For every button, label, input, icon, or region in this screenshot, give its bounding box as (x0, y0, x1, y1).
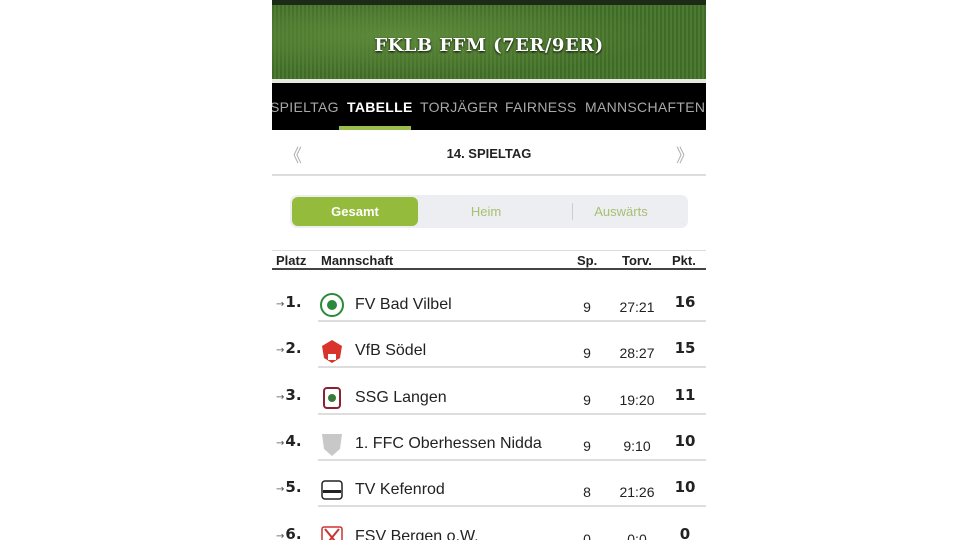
games-played: 9 (583, 437, 591, 454)
team-logo-icon (323, 386, 341, 409)
tab-bar: SPIELTAG TABELLE TORJÄGER FAIRNESS MANNS… (272, 83, 706, 130)
matchday-label: 14. SPIELTAG (446, 146, 532, 161)
position: →6. (276, 525, 302, 540)
points: 0 (679, 524, 691, 540)
league-title: FKLB FFM (7ER/9ER) (374, 35, 604, 56)
table-row[interactable]: →3. SSG Langen 9 19:20 11 (272, 369, 706, 415)
row-divider (318, 320, 706, 322)
header-mannschaft: Mannschaft (321, 253, 394, 268)
trend-arrow-icon: → (276, 484, 285, 496)
filter-gesamt[interactable]: Gesamt (292, 197, 418, 226)
goal-ratio: 21:26 (619, 484, 655, 501)
table-header: Platz Mannschaft Sp. Torv. Pkt. (272, 250, 706, 270)
team-name[interactable]: TV Kefenrod (355, 481, 445, 499)
goal-ratio: 19:20 (619, 391, 655, 408)
table-row[interactable]: →4. 1. FFC Oberhessen Nidda 9 9:10 10 (272, 415, 706, 461)
table-row[interactable]: →6. FSV Bergen o.W. 0 0:0 0 (272, 508, 706, 540)
tab-tabelle[interactable]: TABELLE (347, 99, 413, 115)
table-row[interactable]: →5. TV Kefenrod 8 21:26 10 (272, 461, 706, 508)
team-logo-icon (321, 525, 343, 540)
goal-ratio: 28:27 (619, 345, 655, 362)
goal-ratio: 0:0 (627, 530, 647, 540)
trend-arrow-icon: → (276, 530, 285, 540)
divider (572, 203, 573, 220)
points: 11 (674, 385, 696, 404)
row-divider (318, 366, 706, 369)
team-name[interactable]: VfB Södel (355, 342, 427, 360)
position-number: 2. (285, 339, 302, 358)
row-divider (318, 458, 706, 461)
team-logo-icon (322, 433, 342, 456)
position: →5. (276, 478, 302, 496)
team-name[interactable]: SSG Langen (355, 388, 447, 406)
position: →4. (276, 432, 302, 450)
active-tab-indicator (339, 126, 411, 130)
double-chevron-right-icon[interactable]: 》 (676, 146, 694, 166)
position: →3. (276, 386, 302, 404)
games-played: 9 (583, 391, 591, 408)
league-banner: FKLB FFM (7ER/9ER) (272, 0, 706, 83)
table-row[interactable]: →2. VfB Södel 9 28:27 15 (272, 322, 706, 369)
points: 10 (674, 431, 696, 450)
row-divider (318, 505, 706, 508)
tab-mannschaften[interactable]: MANNSCHAFTEN (585, 99, 706, 115)
header-sp: Sp. (577, 253, 598, 268)
position-number: 1. (285, 293, 302, 311)
filter-heim[interactable]: Heim (470, 204, 502, 219)
header-platz: Platz (276, 253, 307, 268)
filter-segmented-control: Gesamt Heim Auswärts (290, 195, 688, 228)
games-played: 8 (583, 484, 591, 501)
trend-arrow-icon: → (276, 345, 285, 357)
position: →1. (276, 293, 302, 311)
position-number: 4. (285, 431, 302, 450)
team-name[interactable]: FV Bad Vilbel (355, 296, 452, 313)
row-divider (318, 412, 706, 415)
points: 10 (674, 478, 696, 497)
position-number: 3. (285, 385, 302, 404)
games-played: 9 (583, 345, 591, 362)
goal-ratio: 27:21 (619, 299, 655, 315)
app: FKLB FFM (7ER/9ER) SPIELTAG TABELLE TORJ… (272, 0, 706, 540)
trend-arrow-icon: → (276, 299, 285, 310)
games-played: 9 (583, 299, 591, 315)
header-pkt: Pkt. (672, 253, 696, 268)
games-played: 0 (583, 530, 591, 540)
points: 15 (674, 339, 696, 358)
team-logo-icon (322, 340, 342, 364)
position-number: 6. (285, 524, 302, 540)
points: 16 (674, 293, 696, 311)
team-name[interactable]: 1. FFC Oberhessen Nidda (355, 434, 542, 452)
header-torv: Torv. (622, 253, 652, 268)
double-chevron-left-icon[interactable]: 《 (284, 146, 302, 166)
trend-arrow-icon: → (276, 437, 285, 449)
position: →2. (276, 339, 302, 357)
table-row[interactable]: →1. FV Bad Vilbel 9 27:21 16 (272, 276, 706, 322)
team-name[interactable]: FSV Bergen o.W. (355, 527, 479, 540)
team-logo-icon (320, 293, 344, 317)
team-logo-icon (321, 480, 343, 500)
tab-fairness[interactable]: FAIRNESS (505, 99, 577, 115)
filter-auswaerts[interactable]: Auswärts (594, 204, 648, 219)
trend-arrow-icon: → (276, 391, 285, 403)
tab-torjaeger[interactable]: TORJÄGER (420, 99, 499, 115)
matchday-selector: 《 14. SPIELTAG 》 (272, 130, 706, 176)
goal-ratio: 9:10 (623, 437, 651, 454)
tab-spieltag[interactable]: SPIELTAG (272, 99, 339, 115)
position-number: 5. (285, 478, 302, 497)
